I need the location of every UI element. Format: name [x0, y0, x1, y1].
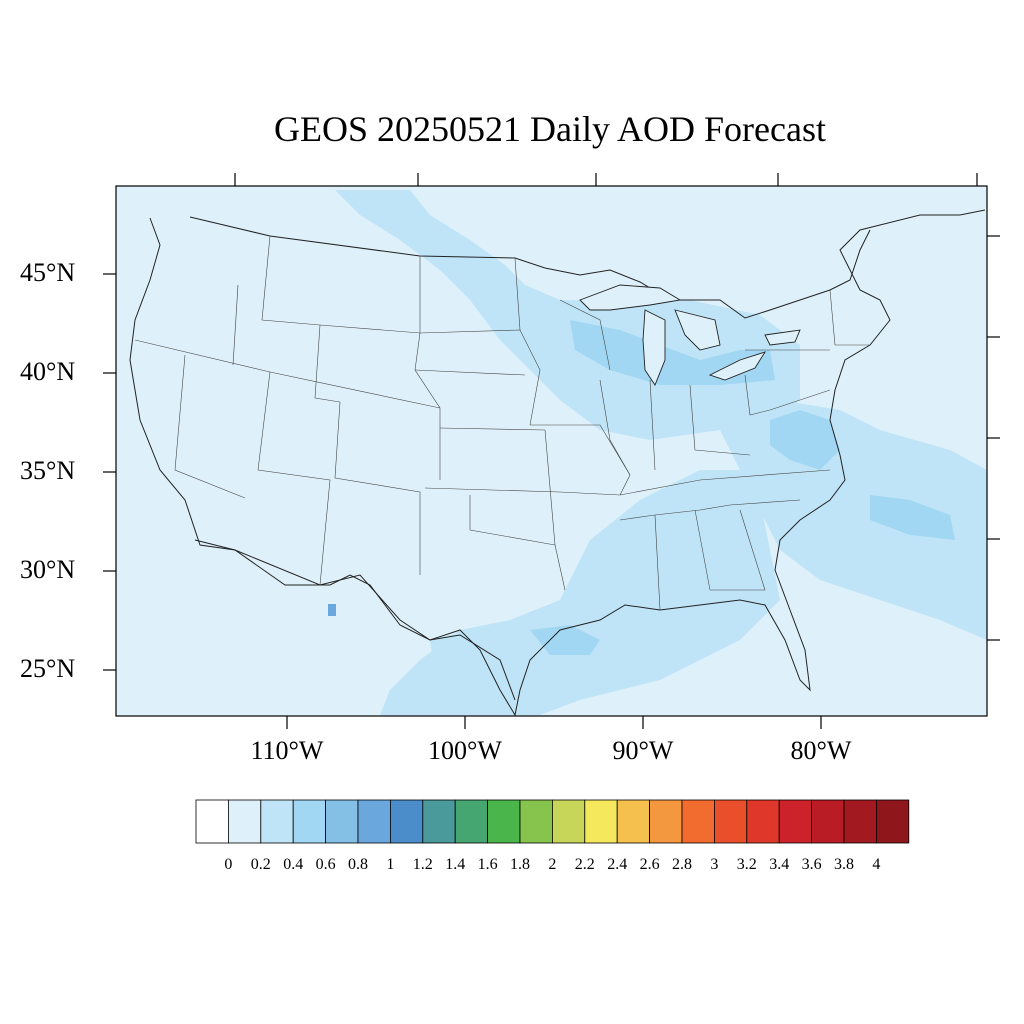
colorbar [195, 799, 910, 844]
colorbar-swatch [876, 799, 910, 844]
colorbar-swatch [584, 799, 618, 844]
colorbar-swatch [843, 799, 877, 844]
state-border [232, 284, 239, 366]
aod-plume-atlantic [720, 400, 987, 640]
colorbar-swatch [714, 799, 748, 844]
colorbar-tick-label: 0.6 [315, 856, 336, 873]
colorbar-swatch [778, 799, 813, 844]
state-border [599, 379, 631, 476]
state-border [559, 299, 611, 371]
colorbar-tick-label: 2.2 [574, 856, 595, 873]
colorbar-tick-label: 1.8 [510, 856, 530, 873]
colorbar-swatch [357, 799, 391, 844]
state-border [314, 324, 341, 403]
state-border [654, 514, 661, 611]
lat-label-45: 45°N [20, 258, 76, 287]
aod-hotspot-atlantic [870, 495, 955, 540]
colorbar-tick-label: 3.6 [801, 856, 822, 873]
lat-label-40: 40°N [20, 357, 76, 386]
lake-ontario [764, 329, 801, 346]
state-border [469, 495, 556, 546]
axis-ticks [103, 173, 1000, 729]
lon-label-100: 100°W [428, 736, 502, 765]
state-border [544, 429, 566, 591]
lat-label-35: 35°N [20, 456, 76, 485]
colorbar-swatch [616, 799, 651, 844]
lon-label-80: 80°W [790, 736, 852, 765]
lake-huron [674, 309, 721, 351]
us-outline [129, 209, 986, 717]
colorbar-tick-label: 2 [548, 856, 557, 873]
colorbar-tick-label: 3.4 [769, 856, 790, 873]
colorbar-tick-label: 2.8 [672, 856, 692, 873]
colorbar-swatch [227, 799, 262, 844]
state-border [414, 369, 526, 376]
colorbar-swatch [195, 799, 229, 844]
state-border [439, 427, 546, 431]
colorbar-tick-label: 0.2 [250, 856, 271, 873]
lake-superior [579, 284, 682, 311]
aod-hotspot-gulf-coast [530, 625, 600, 655]
state-borders [134, 235, 870, 611]
colorbar-swatch [325, 799, 359, 844]
lon-label-110: 110°W [250, 736, 324, 765]
state-border [744, 374, 831, 416]
colorbar-swatch [487, 799, 521, 844]
state-border [334, 401, 421, 575]
colorbar-tick-label: 3.2 [736, 856, 757, 873]
colorbar-tick-label: 1.4 [445, 856, 466, 873]
colorbar-swatch [389, 799, 424, 844]
state-border [261, 235, 421, 334]
colorbar-tick-label: 1.2 [412, 856, 433, 873]
state-border [619, 499, 801, 521]
state-border [174, 354, 246, 499]
state-border [649, 379, 656, 471]
lake-erie [708, 351, 767, 381]
colorbar-swatch [260, 799, 294, 844]
colorbar-tick-label: 2.6 [639, 856, 660, 873]
colorbar-swatch [649, 799, 683, 844]
colorbar-swatch [292, 799, 327, 844]
state-border [710, 509, 766, 591]
state-border [694, 509, 711, 591]
colorbar-swatch [454, 799, 489, 844]
great-lakes [579, 284, 801, 386]
aod-hotspot-texas [328, 604, 336, 616]
state-border [530, 424, 631, 496]
colorbar-tick-label: 0.8 [348, 856, 368, 873]
plot-frame [115, 185, 988, 717]
lon-label-90: 90°W [612, 736, 674, 765]
colorbar-swatch [681, 799, 715, 844]
colorbar-tick-label: 3.8 [834, 856, 854, 873]
map-title: GEOS 20250521 Daily AOD Forecast [274, 109, 826, 149]
lat-label-30: 30°N [20, 555, 76, 584]
aod-plume-mexico [430, 630, 530, 715]
colorbar-swatch [422, 799, 456, 844]
colorbar-swatch [811, 799, 845, 844]
state-border [689, 384, 751, 456]
colorbar-tick-label: 4 [872, 856, 881, 873]
colorbar-swatch [519, 799, 553, 844]
colorbar-swatch [746, 799, 780, 844]
colorbar-tick-label: 0.4 [283, 856, 304, 873]
colorbar-tick-label: 1.6 [477, 856, 498, 873]
state-border [257, 371, 331, 586]
aod-hotspot-virginia [770, 410, 840, 470]
state-border [829, 289, 870, 346]
colorbar-tick-label: 1 [386, 856, 395, 873]
colorbar-swatch [552, 799, 586, 844]
colorbar-tick-label: 0 [224, 856, 233, 873]
state-border [419, 329, 541, 426]
lake-michigan [642, 309, 666, 386]
lat-label-25: 25°N [20, 654, 76, 683]
state-border [514, 257, 521, 331]
colorbar-tick-label: 2.4 [607, 856, 628, 873]
colorbar-tick-label: 3 [710, 856, 719, 873]
mexico-border [194, 539, 516, 701]
